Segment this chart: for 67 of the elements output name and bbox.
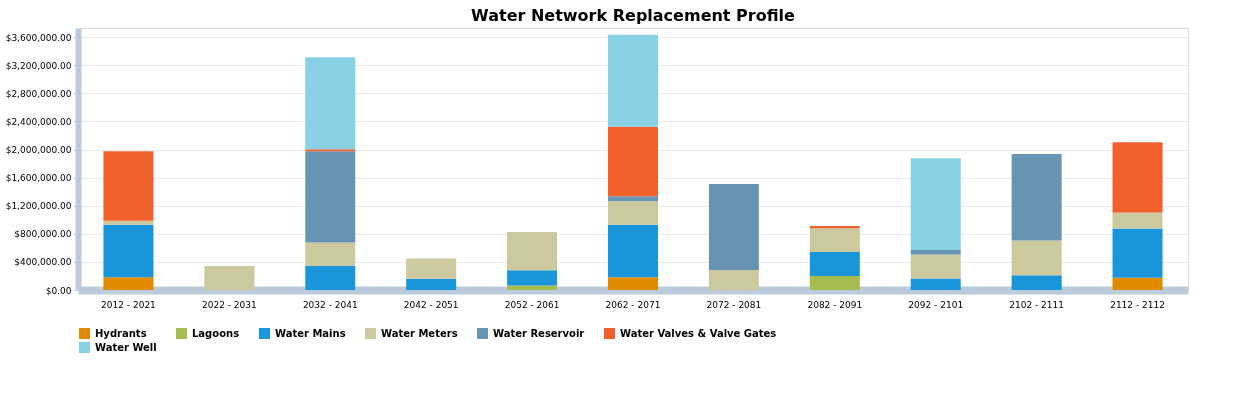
bar xyxy=(809,226,860,229)
bar xyxy=(1011,275,1062,290)
legend-label: Water Reservoir xyxy=(493,327,585,339)
y-tick-label: $2,000,000.00 xyxy=(5,145,72,156)
y-tick-label: $800,000.00 xyxy=(14,229,72,240)
bar xyxy=(406,278,457,290)
bar xyxy=(103,220,154,225)
x-tick-label: 2052 - 2061 xyxy=(504,299,560,310)
x-tick-label: 2042 - 2051 xyxy=(403,299,459,310)
legend-label: Water Mains xyxy=(275,327,346,339)
legend-label: Water Meters xyxy=(381,327,458,339)
x-tick-label: 2072 - 2081 xyxy=(706,299,762,310)
bar xyxy=(809,252,860,276)
bar xyxy=(708,269,759,290)
bar xyxy=(1112,277,1163,290)
bar xyxy=(507,285,558,290)
legend-label: Water Valves & Valve Gates xyxy=(620,327,777,339)
bar xyxy=(608,201,658,225)
x-tick-label: 2112 - 2112 xyxy=(1110,299,1165,310)
bar xyxy=(1011,240,1062,276)
bar xyxy=(305,265,356,290)
bar xyxy=(910,278,961,290)
bar xyxy=(809,228,860,253)
x-tick-label: 2092 - 2101 xyxy=(908,299,964,310)
bar xyxy=(507,232,558,271)
bar xyxy=(204,266,255,290)
y-tick-label: $0.00 xyxy=(45,285,72,296)
bar xyxy=(1112,142,1163,213)
y-tick-label: $3,200,000.00 xyxy=(5,60,72,71)
bar xyxy=(910,158,961,250)
bar xyxy=(1112,212,1163,229)
y-tick-label: $2,400,000.00 xyxy=(5,116,72,127)
x-tick-label: 2102 - 2111 xyxy=(1009,299,1065,310)
bar xyxy=(507,270,558,286)
legend-label: Lagoons xyxy=(192,327,240,339)
bar xyxy=(608,224,658,278)
x-tick-label: 2022 - 2031 xyxy=(201,299,257,310)
bar xyxy=(305,149,356,152)
bar xyxy=(608,196,658,202)
bar xyxy=(1112,228,1163,278)
bar xyxy=(608,277,658,290)
bar xyxy=(305,57,356,150)
x-tick-label: 2032 - 2041 xyxy=(302,299,358,310)
y-tick-label: $400,000.00 xyxy=(14,257,72,268)
bar xyxy=(708,183,759,270)
y-tick-label: $1,200,000.00 xyxy=(5,201,72,212)
chart-title: Water Network Replacement Profile xyxy=(471,6,796,25)
bar xyxy=(910,249,961,255)
x-tick-label: 2062 - 2071 xyxy=(605,299,661,310)
bar xyxy=(910,254,961,279)
bar xyxy=(608,126,658,197)
bar xyxy=(608,34,658,127)
bar xyxy=(406,258,457,279)
bar xyxy=(305,151,356,243)
legend-label: Hydrants xyxy=(95,327,147,339)
bar xyxy=(809,275,860,290)
y-tick-label: $3,600,000.00 xyxy=(5,32,72,43)
bar xyxy=(1011,154,1062,241)
y-tick-label: $1,600,000.00 xyxy=(5,173,72,184)
x-tick-label: 2012 - 2021 xyxy=(101,299,156,310)
bar xyxy=(103,151,154,221)
y-tick-label: $2,800,000.00 xyxy=(5,88,72,99)
bar xyxy=(103,224,154,278)
x-tick-label: 2082 - 2091 xyxy=(807,299,863,310)
bar xyxy=(103,277,154,290)
bar xyxy=(305,242,356,266)
legend-label: Water Well xyxy=(95,341,157,353)
